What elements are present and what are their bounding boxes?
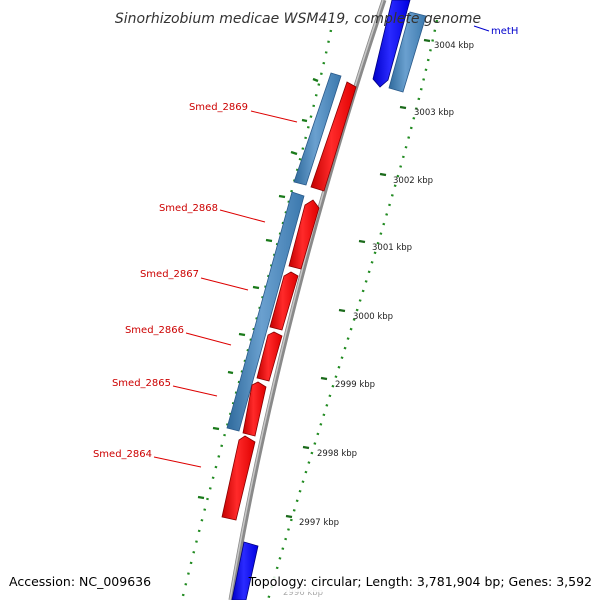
genome-backbone	[228, 0, 387, 600]
red-gene	[269, 271, 299, 331]
tick-label: 2996 kbp	[283, 588, 323, 598]
gene-label: Smed_2868	[159, 203, 218, 214]
tick-label: 3001 kbp	[372, 243, 412, 253]
gene-label-leaders	[153, 110, 298, 468]
ruler-ticks	[285, 38, 431, 519]
cds-features	[226, 11, 427, 432]
gene-label: Smed_2865	[112, 378, 171, 389]
tick-label: 3003 kbp	[414, 108, 454, 118]
map-title: Sinorhizobium medicae WSM419, complete g…	[115, 11, 481, 27]
gc-skew-track-outer	[180, 29, 333, 600]
red-gene	[256, 331, 283, 382]
topology-summary: Topology: circular; Length: 3,781,904 bp…	[248, 574, 592, 589]
tick-label: 3002 kbp	[393, 176, 433, 186]
red-gene	[242, 381, 267, 437]
tick-label: 2998 kbp	[317, 449, 357, 459]
blue-gene	[231, 541, 259, 600]
cds-feature	[388, 11, 427, 93]
gene-label: Smed_2864	[93, 449, 152, 460]
cds-feature	[293, 72, 342, 186]
gene-label-meth: metH	[491, 26, 518, 37]
tick-label: 3000 kbp	[353, 312, 393, 322]
red-gene	[310, 81, 357, 192]
gene-label: Smed_2866	[125, 325, 184, 336]
ruler-track	[266, 19, 439, 600]
gene-label: Smed_2869	[189, 102, 248, 113]
accession-text: Accession: NC_009636	[9, 574, 151, 589]
gene-label: Smed_2867	[140, 269, 199, 280]
blue-genes	[231, 0, 411, 600]
tick-label: 3004 kbp	[434, 41, 474, 51]
gc-skew-marks	[197, 77, 319, 500]
cds-feature	[226, 191, 305, 432]
red-gene	[221, 435, 256, 521]
footer-right-bg	[258, 572, 600, 592]
red-genes	[221, 81, 357, 521]
tick-label: 2997 kbp	[299, 518, 339, 528]
red-gene	[288, 199, 320, 270]
blue-gene	[372, 0, 411, 88]
tick-label: 2999 kbp	[335, 380, 375, 390]
meth-leader	[473, 25, 490, 32]
